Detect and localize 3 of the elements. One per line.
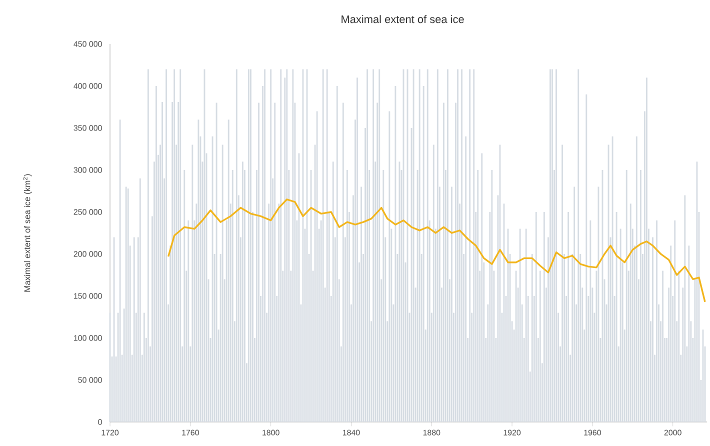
chart-title: Maximal extent of sea ice [342,15,464,24]
y-axis-title: Maximal extent of sea ice (km$^{2}$) [23,174,32,292]
line-series [167,198,706,303]
